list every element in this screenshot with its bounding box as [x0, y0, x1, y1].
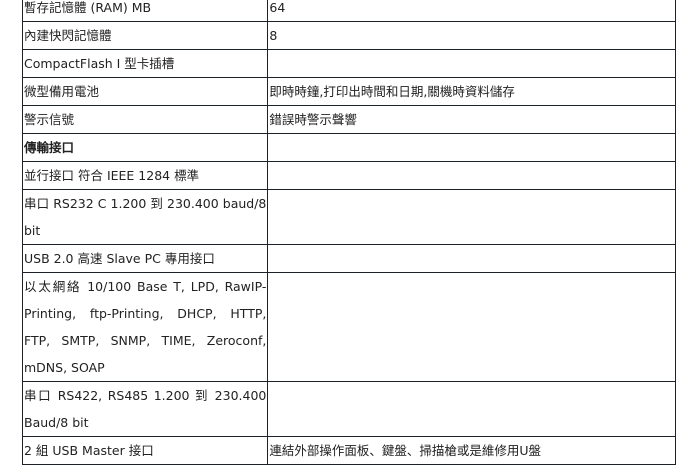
spec-table: 暫存記憶體 (RAM) MB 64 內建快閃記憶體 8 CompactFlash I 型… — [21, 0, 676, 465]
spec-value — [267, 272, 676, 382]
spec-value — [267, 49, 676, 78]
table-row: 暫存記憶體 (RAM) MB 64 — [21, 0, 676, 22]
section-header-row: 傳輸接口 — [21, 133, 676, 162]
spec-label: 串口 RS422, RS485 1.200 到 230.400 Baud/8 b… — [21, 381, 269, 437]
spec-label: CompactFlash I 型卡插槽 — [21, 49, 269, 78]
spec-label: 內建快閃記憶體 — [21, 21, 269, 50]
spec-value: 錯誤時警示聲響 — [267, 105, 676, 134]
spec-value — [267, 133, 676, 162]
spec-label: 警示信號 — [21, 105, 269, 134]
table-row: 以太網絡 10/100 Base T, LPD, RawIP-Printing,… — [21, 272, 676, 382]
spec-value: 連結外部操作面板、鍵盤、掃描槍或是維修用U盤 — [267, 436, 676, 465]
table-row: 串口 RS232 C 1.200 到 230.400 baud/8 bit — [21, 189, 676, 245]
spec-label: 暫存記憶體 (RAM) MB — [21, 0, 269, 22]
spec-value: 8 — [267, 21, 676, 50]
spec-label: USB 2.0 高速 Slave PC 專用接口 — [21, 244, 269, 273]
table-row: 串口 RS422, RS485 1.200 到 230.400 Baud/8 b… — [21, 381, 676, 437]
spec-value — [267, 189, 676, 245]
spec-label: 傳輸接口 — [21, 133, 269, 162]
table-row: 並行接口 符合 IEEE 1284 標準 — [21, 161, 676, 190]
spec-label: 2 組 USB Master 接口 — [21, 436, 269, 465]
spec-label: 微型備用電池 — [21, 77, 269, 106]
spec-value — [267, 161, 676, 190]
spec-label: 以太網絡 10/100 Base T, LPD, RawIP-Printing,… — [21, 272, 269, 382]
table-row: 內建快閃記憶體 8 — [21, 21, 676, 50]
spec-value: 64 — [267, 0, 676, 22]
table-row: 微型備用電池 即時時鐘,打印出時間和日期,關機時資料儲存 — [21, 77, 676, 106]
table-row: CompactFlash I 型卡插槽 — [21, 49, 676, 78]
spec-value — [267, 244, 676, 273]
table-row: 2 組 USB Master 接口 連結外部操作面板、鍵盤、掃描槍或是維修用U盤 — [21, 436, 676, 465]
spec-value — [267, 381, 676, 437]
table-row: USB 2.0 高速 Slave PC 專用接口 — [21, 244, 676, 273]
spec-label: 並行接口 符合 IEEE 1284 標準 — [21, 161, 269, 190]
table-row: 警示信號 錯誤時警示聲響 — [21, 105, 676, 134]
spec-label: 串口 RS232 C 1.200 到 230.400 baud/8 bit — [21, 189, 269, 245]
spec-value: 即時時鐘,打印出時間和日期,關機時資料儲存 — [267, 77, 676, 106]
